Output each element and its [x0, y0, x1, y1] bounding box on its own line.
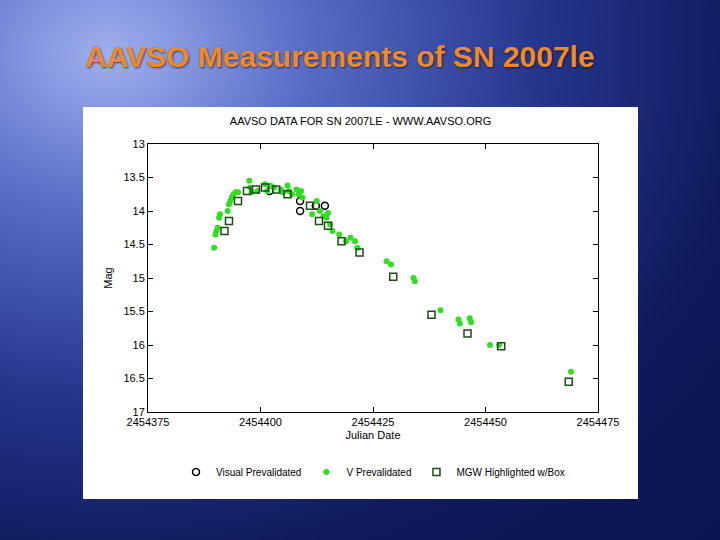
svg-text:15.5: 15.5	[123, 305, 144, 317]
svg-text:2454450: 2454450	[464, 416, 507, 428]
svg-text:Visual Prevalidated: Visual Prevalidated	[216, 467, 301, 478]
svg-text:13.5: 13.5	[123, 171, 144, 183]
svg-text:2454425: 2454425	[352, 416, 395, 428]
svg-text:V Prevalidated: V Prevalidated	[346, 467, 411, 478]
svg-text:14.5: 14.5	[123, 238, 144, 250]
svg-text:AAVSO DATA FOR SN 2007LE - WWW: AAVSO DATA FOR SN 2007LE - WWW.AAVSO.ORG	[230, 115, 491, 127]
svg-text:2454375: 2454375	[127, 416, 170, 428]
svg-text:16: 16	[133, 339, 145, 351]
svg-text:2454400: 2454400	[239, 416, 282, 428]
svg-text:15: 15	[133, 272, 145, 284]
svg-text:16.5: 16.5	[123, 372, 144, 384]
svg-text:Mag: Mag	[102, 267, 114, 288]
svg-text:2454475: 2454475	[577, 416, 620, 428]
svg-text:13: 13	[133, 138, 145, 150]
svg-text:MGW Highlighted w/Box: MGW Highlighted w/Box	[456, 467, 564, 478]
svg-text:17: 17	[133, 406, 145, 418]
svg-text:14: 14	[133, 205, 145, 217]
svg-text:Julian Date: Julian Date	[345, 429, 400, 441]
html-text:AAVSO Measurements of SN 2007l: AAVSO Measurements of SN 2007le	[85, 40, 595, 73]
